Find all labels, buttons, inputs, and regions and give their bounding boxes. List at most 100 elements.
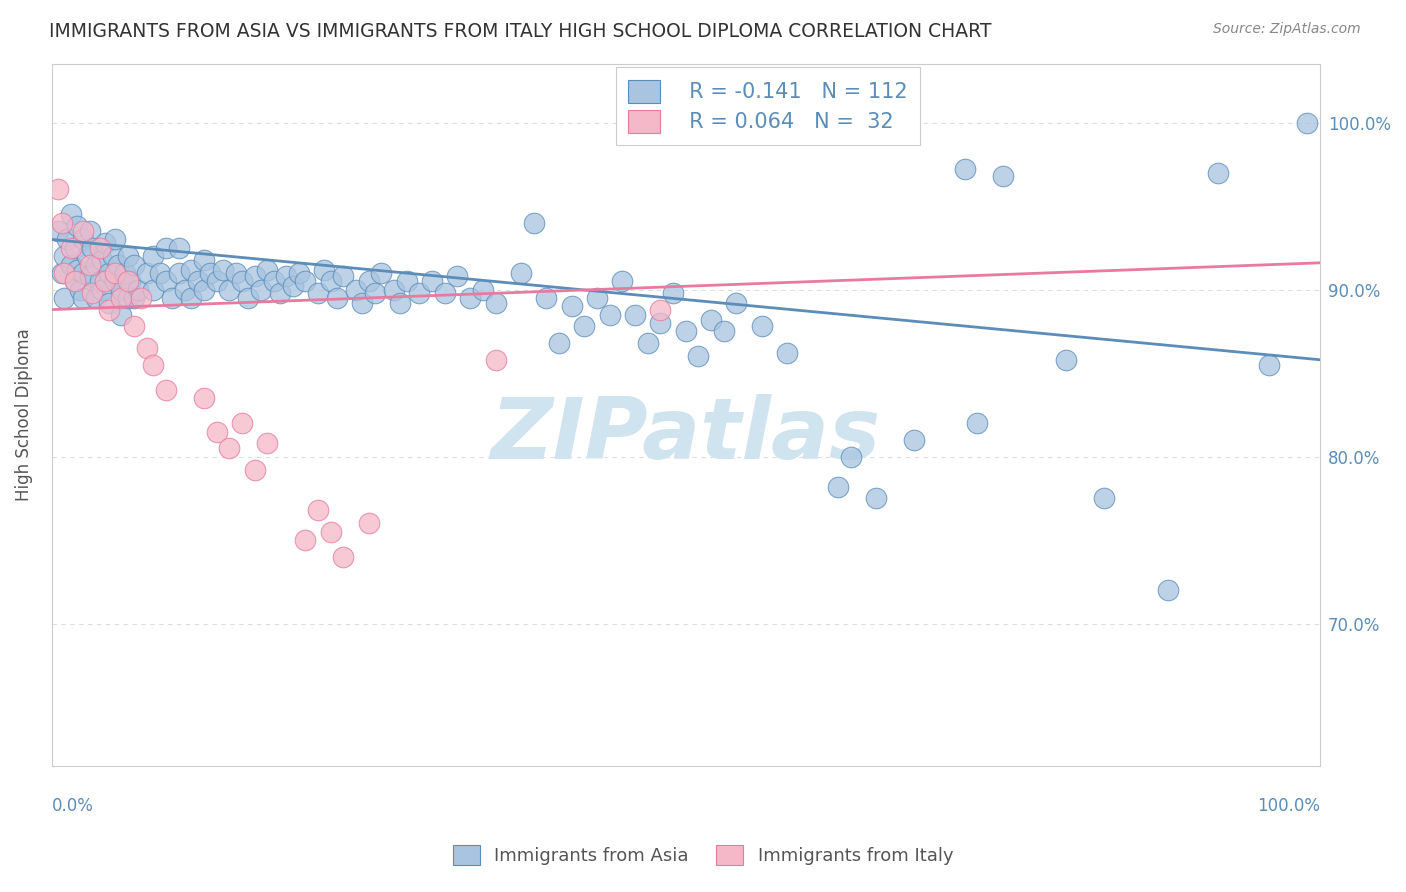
Point bbox=[84, 291, 107, 305]
Point bbox=[586, 291, 609, 305]
Point bbox=[536, 291, 558, 305]
Point bbox=[160, 291, 183, 305]
Point bbox=[155, 241, 177, 255]
Point bbox=[319, 524, 342, 539]
Point bbox=[332, 269, 354, 284]
Point bbox=[79, 224, 101, 238]
Point bbox=[122, 319, 145, 334]
Point bbox=[110, 308, 132, 322]
Point bbox=[114, 266, 136, 280]
Point bbox=[250, 283, 273, 297]
Legend:   R = -0.141   N = 112,   R = 0.064   N =  32: R = -0.141 N = 112, R = 0.064 N = 32 bbox=[616, 68, 921, 145]
Point bbox=[72, 291, 94, 305]
Point bbox=[484, 296, 506, 310]
Point bbox=[953, 162, 976, 177]
Point bbox=[53, 291, 76, 305]
Point bbox=[344, 283, 367, 297]
Point bbox=[117, 274, 139, 288]
Point bbox=[865, 491, 887, 506]
Point bbox=[357, 274, 380, 288]
Point bbox=[357, 516, 380, 531]
Point bbox=[79, 258, 101, 272]
Point bbox=[63, 241, 86, 255]
Point bbox=[408, 285, 430, 300]
Point bbox=[91, 283, 114, 297]
Point bbox=[433, 285, 456, 300]
Point bbox=[548, 336, 571, 351]
Text: IMMIGRANTS FROM ASIA VS IMMIGRANTS FROM ITALY HIGH SCHOOL DIPLOMA CORRELATION CH: IMMIGRANTS FROM ASIA VS IMMIGRANTS FROM … bbox=[49, 22, 991, 41]
Point bbox=[110, 291, 132, 305]
Point bbox=[599, 308, 621, 322]
Point bbox=[776, 346, 799, 360]
Point bbox=[509, 266, 531, 280]
Point bbox=[624, 308, 647, 322]
Point bbox=[180, 262, 202, 277]
Point bbox=[193, 252, 215, 267]
Point bbox=[205, 274, 228, 288]
Point bbox=[827, 480, 849, 494]
Point bbox=[200, 266, 222, 280]
Point bbox=[446, 269, 468, 284]
Point bbox=[966, 416, 988, 430]
Point bbox=[420, 274, 443, 288]
Point bbox=[117, 291, 139, 305]
Point bbox=[352, 296, 374, 310]
Point bbox=[212, 262, 235, 277]
Point bbox=[650, 316, 672, 330]
Point bbox=[117, 249, 139, 263]
Text: 0.0%: 0.0% bbox=[52, 797, 94, 815]
Point bbox=[484, 352, 506, 367]
Point bbox=[53, 266, 76, 280]
Point bbox=[142, 358, 165, 372]
Point bbox=[288, 266, 311, 280]
Point bbox=[94, 235, 117, 250]
Point bbox=[82, 285, 104, 300]
Y-axis label: High School Diploma: High School Diploma bbox=[15, 328, 32, 501]
Point bbox=[59, 258, 82, 272]
Point bbox=[122, 291, 145, 305]
Point bbox=[122, 258, 145, 272]
Point bbox=[1258, 358, 1281, 372]
Point bbox=[193, 283, 215, 297]
Point bbox=[104, 232, 127, 246]
Point bbox=[319, 274, 342, 288]
Point bbox=[389, 296, 412, 310]
Point bbox=[1156, 583, 1178, 598]
Point bbox=[110, 283, 132, 297]
Point bbox=[135, 341, 157, 355]
Point bbox=[129, 291, 152, 305]
Point bbox=[675, 324, 697, 338]
Point bbox=[637, 336, 659, 351]
Point bbox=[69, 283, 91, 297]
Point bbox=[66, 219, 89, 233]
Point bbox=[700, 312, 723, 326]
Point bbox=[76, 249, 98, 263]
Point bbox=[97, 296, 120, 310]
Point bbox=[1092, 491, 1115, 506]
Point bbox=[135, 266, 157, 280]
Point bbox=[307, 285, 329, 300]
Point bbox=[751, 319, 773, 334]
Point bbox=[1206, 166, 1229, 180]
Point bbox=[281, 279, 304, 293]
Point bbox=[382, 283, 405, 297]
Point bbox=[294, 533, 316, 548]
Point bbox=[63, 274, 86, 288]
Point bbox=[713, 324, 735, 338]
Point bbox=[59, 207, 82, 221]
Point bbox=[294, 274, 316, 288]
Point bbox=[187, 274, 209, 288]
Point bbox=[256, 436, 278, 450]
Point bbox=[839, 450, 862, 464]
Point bbox=[231, 274, 253, 288]
Point bbox=[120, 274, 142, 288]
Point bbox=[370, 266, 392, 280]
Point bbox=[66, 262, 89, 277]
Point bbox=[688, 350, 710, 364]
Point bbox=[561, 299, 583, 313]
Point bbox=[127, 283, 149, 297]
Text: ZIPatlas: ZIPatlas bbox=[491, 394, 880, 477]
Point bbox=[332, 549, 354, 564]
Point bbox=[53, 249, 76, 263]
Point bbox=[314, 262, 336, 277]
